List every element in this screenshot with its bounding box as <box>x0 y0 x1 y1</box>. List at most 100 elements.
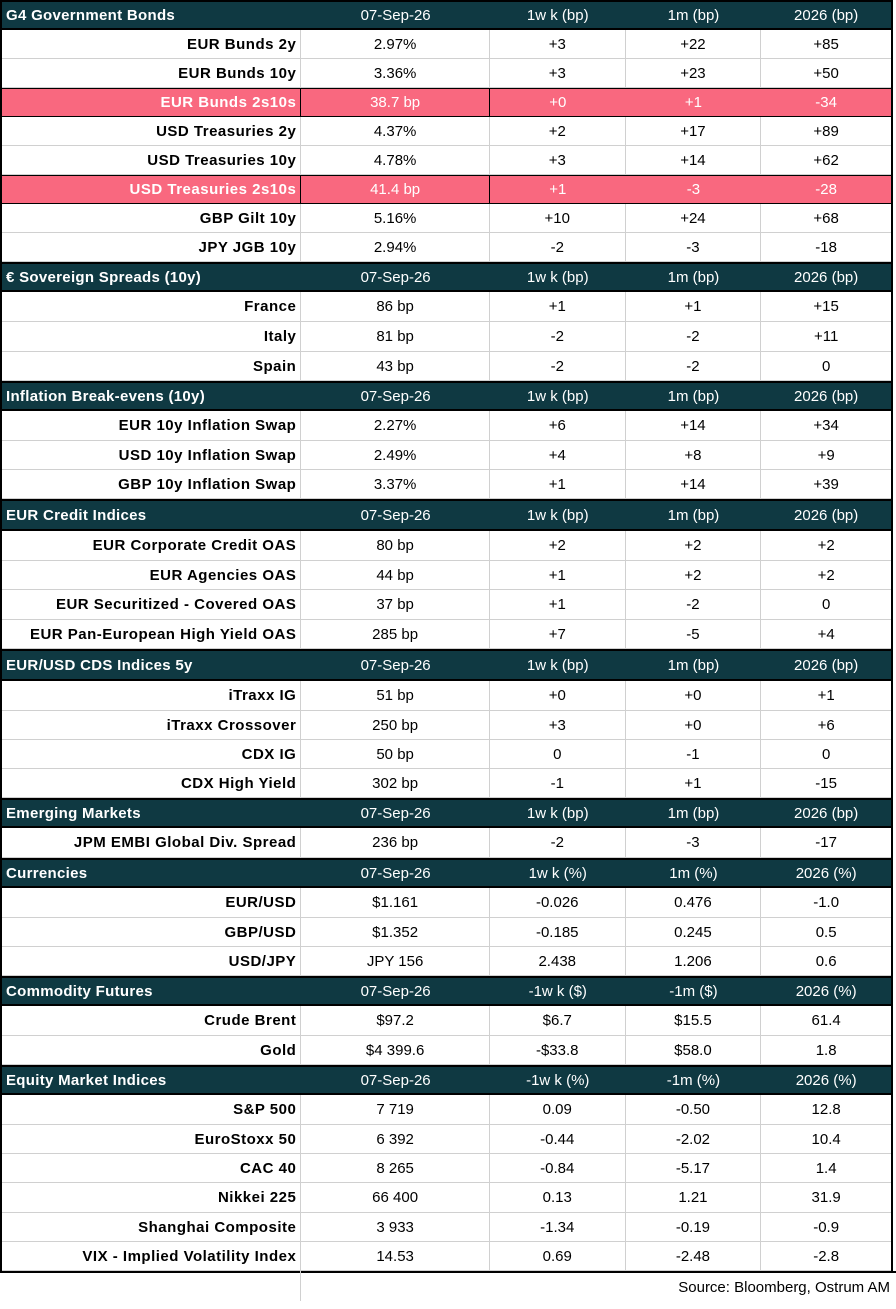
table-cell: -17 <box>815 834 837 851</box>
column-header: 07-Sep-26 <box>360 804 431 822</box>
table-row: GBP Gilt 10y 5.16% +10 +24 +68 <box>2 204 891 233</box>
row-label: Nikkei 225 <box>2 1183 302 1212</box>
table-cell: +2 <box>626 561 762 589</box>
table-cell: -28 <box>815 181 837 198</box>
table-cell: -1.0 <box>813 894 840 911</box>
table-cell: 2.27% <box>301 411 490 440</box>
column-header: 2026 (bp) <box>794 268 859 286</box>
column-header: 1w k (bp) <box>526 387 589 405</box>
source-note: Source: Bloomberg, Ostrum AM <box>0 1271 896 1301</box>
table-cell: 5.16% <box>301 204 490 232</box>
row-label: EuroStoxx 50 <box>2 1125 302 1153</box>
table-cell: -3 <box>626 233 762 261</box>
row-label: CDX High Yield <box>2 769 302 797</box>
table-cell: +3 <box>490 711 626 739</box>
table-cell: -34 <box>815 94 837 111</box>
table-cell: -2 <box>490 322 626 351</box>
table-row: CAC 40 8 265 -0.84 -5.17 1.4 <box>2 1154 891 1183</box>
table-cell: -1 <box>490 769 626 797</box>
table-cell: 3 933 <box>301 1213 490 1241</box>
table-cell: -2.02 <box>626 1125 762 1153</box>
table-cell: +68 <box>813 209 839 227</box>
table-cell: +3 <box>490 59 626 87</box>
row-label: CDX IG <box>2 740 302 768</box>
table-cell: -2 <box>490 352 626 380</box>
table-cell: +15 <box>813 298 839 315</box>
column-header: 07-Sep-26 <box>360 387 431 405</box>
row-label: USD Treasuries 2y <box>2 117 302 145</box>
table-cell: -5.17 <box>626 1154 762 1182</box>
column-header: 07-Sep-26 <box>360 864 431 882</box>
table-row: GBP 10y Inflation Swap 3.37% +1 +14 +39 <box>2 470 891 499</box>
table-cell: 80 bp <box>301 531 490 560</box>
table-row: Shanghai Composite 3 933 -1.34 -0.19 -0.9 <box>2 1213 891 1242</box>
section-header: € Sovereign Spreads (10y) 07-Sep-26 1w k (… <box>2 262 891 292</box>
row-label: CAC 40 <box>2 1154 302 1182</box>
table-row: Gold $4 399.6 -$33.8 $58.0 1.8 <box>2 1036 891 1065</box>
table-cell: +0 <box>490 681 626 710</box>
table-row: EUR Securitized - Covered OAS 37 bp +1 -2 0 <box>2 590 891 620</box>
table-cell: 0.5 <box>815 923 837 941</box>
table-cell: -18 <box>815 238 837 256</box>
column-header: 1w k (bp) <box>526 656 589 674</box>
table-cell: 250 bp <box>301 711 490 739</box>
table-cell: 3.36% <box>301 59 490 87</box>
column-header: 07-Sep-26 <box>360 6 431 24</box>
row-label: EUR Bunds 2s10s <box>2 89 302 116</box>
table-cell: 37 bp <box>301 590 490 619</box>
column-header: 1w k (bp) <box>526 506 589 524</box>
row-label: JPY JGB 10y <box>2 233 302 261</box>
table-cell: 2.438 <box>490 947 626 975</box>
section-header: Commodity Futures 07-Sep-26 -1w k ($) -1m (… <box>2 976 891 1006</box>
table-cell: 0 <box>821 596 831 613</box>
column-header: 1m (bp) <box>667 804 720 822</box>
table-cell: 0 <box>821 745 831 763</box>
table-cell: -0.026 <box>490 888 626 917</box>
column-header: 07-Sep-26 <box>360 656 431 674</box>
table-cell: 0.69 <box>490 1242 626 1270</box>
section-header: Emerging Markets 07-Sep-26 1w k (bp) 1m (bp… <box>2 798 891 828</box>
table-cell: +1 <box>549 181 567 198</box>
row-label: France <box>2 292 302 321</box>
column-header: 07-Sep-26 <box>360 982 431 1000</box>
table-row: Italy 81 bp -2 -2 +11 <box>2 322 891 352</box>
table-cell: 43 bp <box>301 352 490 380</box>
table-cell: +0 <box>626 711 762 739</box>
section-header: EUR/USD CDS Indices 5y 07-Sep-26 1w k (bp)… <box>2 649 891 681</box>
table-row: EUR 10y Inflation Swap 2.27% +6 +14 +34 <box>2 411 891 441</box>
table-cell: +1 <box>817 687 835 704</box>
row-label: EUR/USD <box>2 888 302 917</box>
table-cell: +3 <box>490 30 626 58</box>
table-cell: +1 <box>490 292 626 321</box>
row-label: EUR Securitized - Covered OAS <box>2 590 302 619</box>
market-data-table: G4 Government Bonds 07-Sep-26 1w k (bp) 1m … <box>0 0 893 1271</box>
row-label: Shanghai Composite <box>2 1213 302 1241</box>
row-label: EUR Pan-European High Yield OAS <box>2 620 302 648</box>
table-cell: 2.94% <box>301 233 490 261</box>
column-header: 07-Sep-26 <box>360 1071 431 1089</box>
table-cell: +11 <box>813 328 839 345</box>
table-cell: -0.84 <box>490 1154 626 1182</box>
row-label: USD 10y Inflation Swap <box>2 441 302 469</box>
table-cell: 38.7 bp <box>301 89 490 116</box>
source-footer: Source: Bloomberg, Ostrum AM <box>0 1271 896 1301</box>
table-cell: +62 <box>813 151 839 169</box>
row-label: iTraxx IG <box>2 681 302 710</box>
row-label: Italy <box>2 322 302 351</box>
table-cell: +17 <box>626 117 762 145</box>
table-cell: -0.19 <box>626 1213 762 1241</box>
table-cell: 2.97% <box>301 30 490 58</box>
table-cell: 0.476 <box>626 888 762 917</box>
table-cell: 1.4 <box>815 1159 837 1177</box>
section-title: G4 Government Bonds <box>6 6 176 24</box>
table-cell: 0.6 <box>815 952 837 970</box>
section-title: Currencies <box>6 864 88 882</box>
table-cell: -2 <box>490 828 626 857</box>
table-cell: +2 <box>490 531 626 560</box>
section-header: G4 Government Bonds 07-Sep-26 1w k (bp) 1m … <box>2 0 891 30</box>
column-header: 2026 (%) <box>795 864 857 882</box>
table-cell: -1.34 <box>490 1213 626 1241</box>
table-cell: -0.9 <box>813 1218 840 1236</box>
table-cell: -2 <box>490 233 626 261</box>
column-header: -1w k (%) <box>526 1071 590 1089</box>
